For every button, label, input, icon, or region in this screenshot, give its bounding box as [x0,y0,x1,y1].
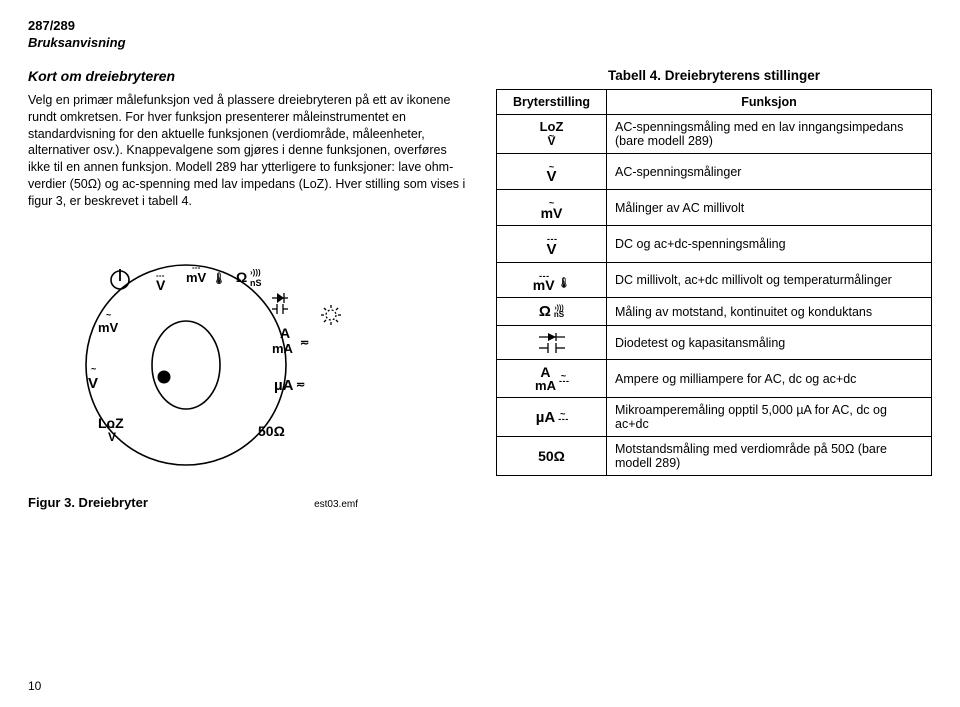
table-row: AmA~- - - Ampere og milliampere for AC, … [497,360,932,398]
svg-text:mA: mA [272,341,294,356]
doc-type: Bruksanvisning [28,35,932,52]
symbol-ohm: Ω›)))nS [497,298,607,326]
figure-caption-row: Figur 3. Dreiebryter est03.emf [28,491,358,510]
desc-cell: Motstandsmåling med verdiområde på 50Ω (… [607,437,932,476]
table-row: µA~- - - Mikroamperemåling opptil 5,000 … [497,398,932,437]
svg-text:🌡: 🌡 [212,272,226,285]
desc-cell: DC og ac+dc-spenningsmåling [607,226,932,263]
desc-cell: Diodetest og kapasitansmåling [607,326,932,360]
section-title: Kort om dreiebryteren [28,68,468,84]
desc-cell: Mikroamperemåling opptil 5,000 µA for AC… [607,398,932,437]
desc-cell: AC-spenningsmåling med en lav inngangsim… [607,114,932,153]
svg-text:V: V [156,277,166,293]
svg-text:A: A [280,325,290,341]
table-row: - - -mV🌡 DC millivolt, ac+dc millivolt o… [497,262,932,298]
desc-cell: AC-spenningsmålinger [607,153,932,190]
table-row: 50Ω Motstandsmåling med verdiområde på 5… [497,437,932,476]
page-number: 10 [28,679,41,693]
svg-text:≂: ≂ [296,379,305,391]
svg-text:≂: ≂ [300,337,309,349]
header-funksjon: Funksjon [607,89,932,114]
svg-text:V: V [88,375,98,392]
table-header-row: Bryterstilling Funksjon [497,89,932,114]
table-title: Tabell 4. Dreiebryterens stillinger [496,68,932,83]
desc-cell: Måling av motstand, kontinuitet og kondu… [607,298,932,326]
symbol-50ohm: 50Ω [497,437,607,476]
svg-text:›))): ›))) [250,268,261,277]
table-row: - - -V DC og ac+dc-spenningsmåling [497,226,932,263]
svg-text:µA: µA [274,377,294,394]
table-row: LoZ~V AC-spenningsmåling med en lav inng… [497,114,932,153]
svg-text:nS: nS [250,278,262,288]
table-row: Ω›)))nS Måling av motstand, kontinuitet … [497,298,932,326]
model-number: 287/289 [28,18,932,35]
symbol-diode-cap [497,326,607,360]
figure-caption: Figur 3. Dreiebryter [28,495,148,510]
svg-text:~: ~ [91,364,96,374]
table-row: Diodetest og kapasitansmåling [497,326,932,360]
symbol-loz: LoZ~V [497,114,607,153]
svg-text:V: V [108,430,116,444]
svg-text:mV: mV [186,270,207,285]
symbol-ua: µA~- - - [497,398,607,437]
right-column: Tabell 4. Dreiebryterens stillinger Bryt… [496,68,932,510]
emf-label: est03.emf [314,499,358,510]
main-content: Kort om dreiebryteren Velg en primær mål… [28,68,932,510]
dial-figure: - - - V - - - mV 🌡 Ω ›))) nS [36,220,468,483]
positions-table: Bryterstilling Funksjon LoZ~V AC-spennin… [496,89,932,477]
svg-text:Ω: Ω [236,269,247,285]
table-row: ~V AC-spenningsmålinger [497,153,932,190]
svg-text:~: ~ [110,423,115,432]
svg-text:50Ω: 50Ω [258,423,285,439]
desc-cell: DC millivolt, ac+dc millivolt og tempera… [607,262,932,298]
symbol-mv-ac: ~mV [497,190,607,226]
symbol-mv-dc-temp: - - -mV🌡 [497,262,607,298]
body-paragraph: Velg en primær målefunksjon ved å plasse… [28,92,468,210]
left-column: Kort om dreiebryteren Velg en primær mål… [28,68,468,510]
symbol-v-ac: ~V [497,153,607,190]
svg-text:~: ~ [106,310,111,320]
header-bryterstilling: Bryterstilling [497,89,607,114]
desc-cell: Målinger av AC millivolt [607,190,932,226]
svg-text:mV: mV [98,320,119,335]
document-header: 287/289 Bruksanvisning [28,18,932,52]
symbol-v-dc: - - -V [497,226,607,263]
symbol-a-ma: AmA~- - - [497,360,607,398]
thermometer-icon: 🌡 [558,278,571,289]
desc-cell: Ampere og milliampere for AC, dc og ac+d… [607,360,932,398]
table-row: ~mV Målinger av AC millivolt [497,190,932,226]
